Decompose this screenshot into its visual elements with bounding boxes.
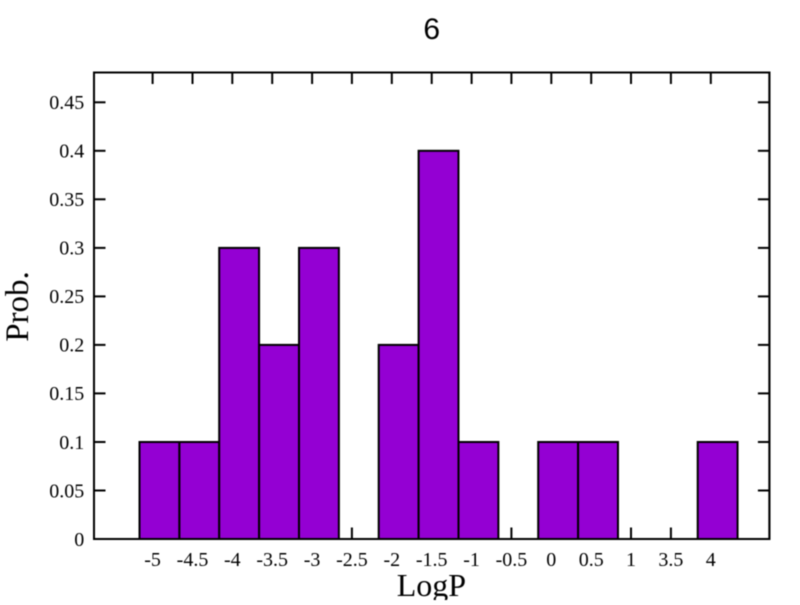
- svg-text:6: 6: [423, 13, 440, 46]
- svg-text:0.5: 0.5: [579, 549, 604, 571]
- svg-text:LogP: LogP: [397, 567, 466, 600]
- svg-text:1: 1: [626, 549, 636, 571]
- svg-text:0.35: 0.35: [49, 189, 84, 211]
- svg-text:0: 0: [74, 529, 84, 551]
- svg-text:3.5: 3.5: [658, 549, 683, 571]
- svg-text:-3.5: -3.5: [256, 549, 288, 571]
- svg-text:0.45: 0.45: [49, 92, 84, 114]
- svg-text:0.4: 0.4: [59, 141, 84, 163]
- svg-text:-2: -2: [383, 549, 400, 571]
- svg-text:0.2: 0.2: [59, 335, 84, 357]
- svg-text:0.15: 0.15: [49, 383, 84, 405]
- svg-text:0.25: 0.25: [49, 286, 84, 308]
- svg-text:Prob.: Prob.: [0, 271, 36, 342]
- svg-text:-4.5: -4.5: [177, 549, 209, 571]
- svg-text:0.1: 0.1: [59, 432, 84, 454]
- svg-text:4: 4: [706, 549, 716, 571]
- svg-text:0.05: 0.05: [49, 480, 84, 502]
- svg-text:-0.5: -0.5: [496, 549, 528, 571]
- svg-text:-1.5: -1.5: [416, 549, 448, 571]
- svg-text:0: 0: [546, 549, 556, 571]
- svg-text:-4: -4: [224, 549, 241, 571]
- svg-text:-2.5: -2.5: [336, 549, 368, 571]
- svg-text:-3: -3: [304, 549, 321, 571]
- svg-text:-5: -5: [144, 549, 161, 571]
- svg-text:0.3: 0.3: [59, 238, 84, 260]
- svg-text:-1: -1: [463, 549, 480, 571]
